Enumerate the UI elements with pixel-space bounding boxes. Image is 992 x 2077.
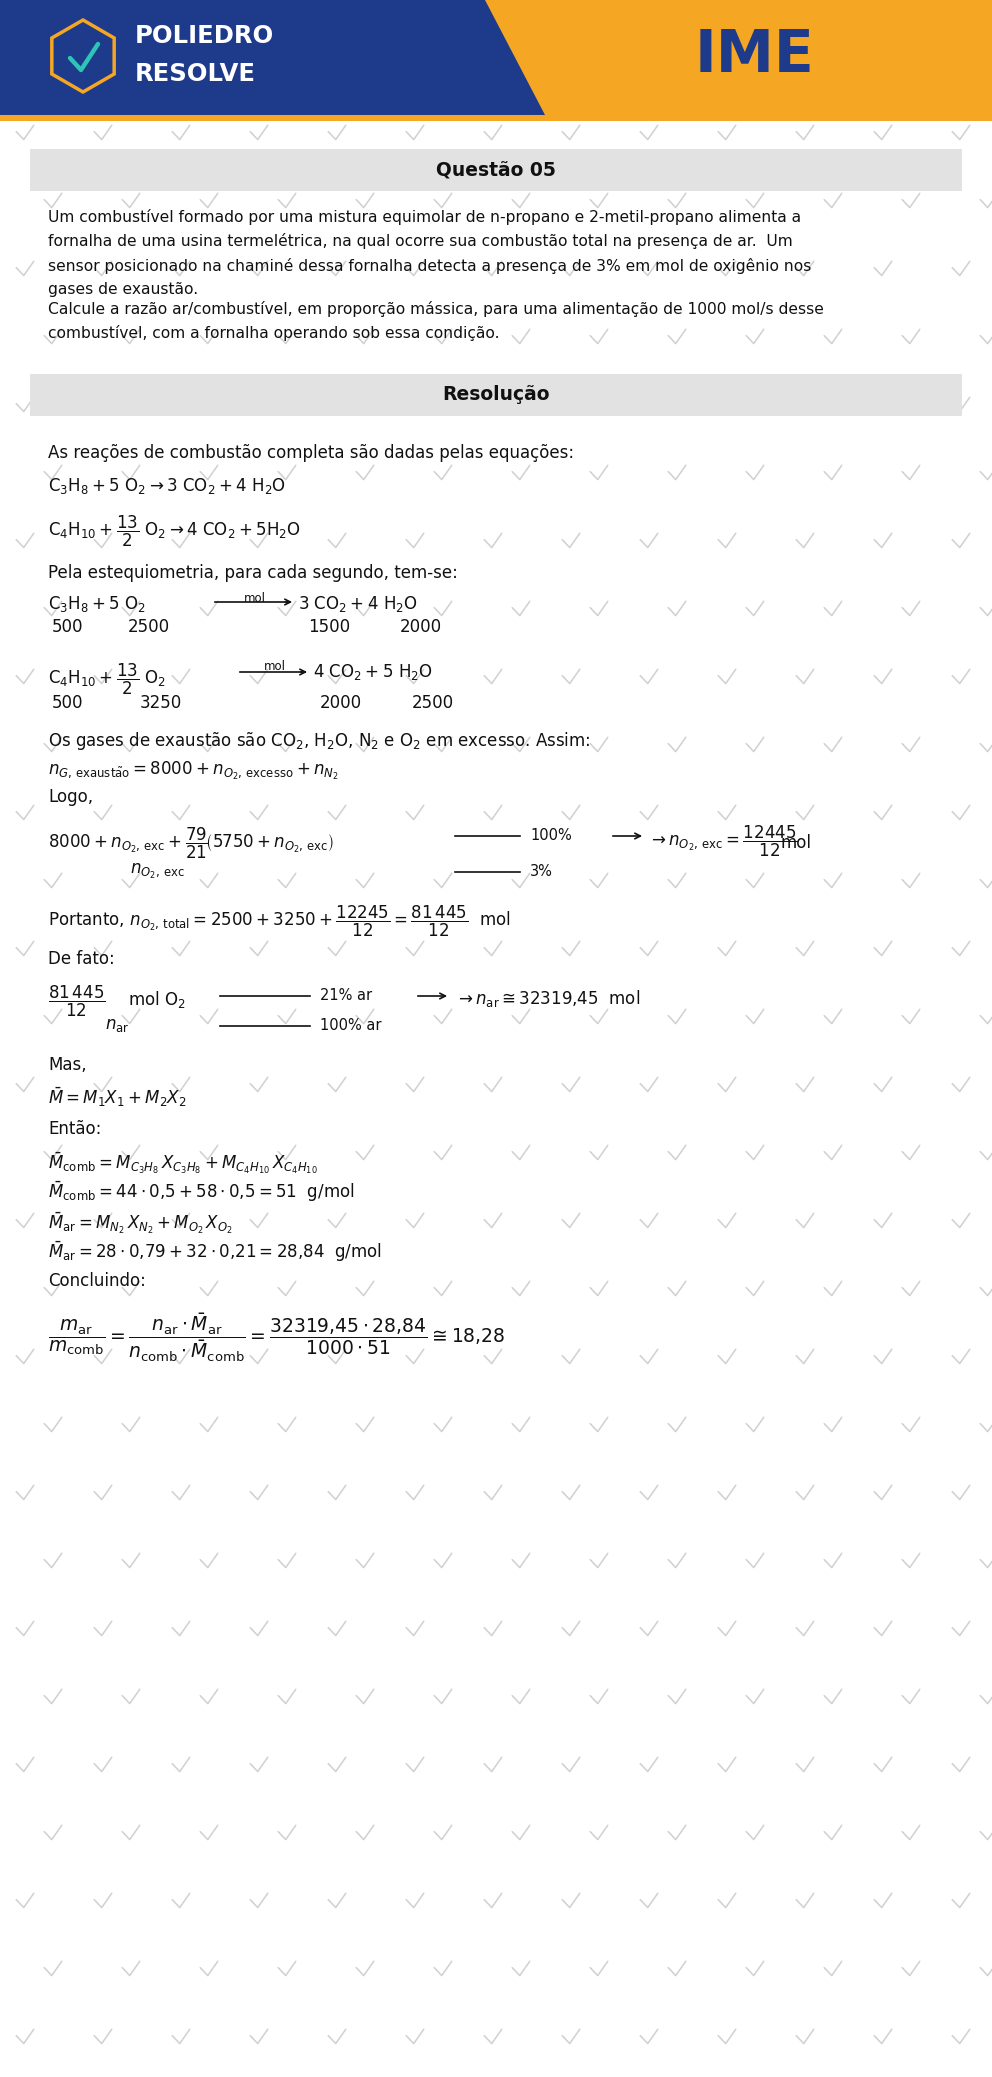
Text: $\mathrm{3\ CO_2 + 4\ H_2O}$: $\mathrm{3\ CO_2 + 4\ H_2O}$ — [298, 594, 418, 615]
Text: mol $\mathrm{O_2}$: mol $\mathrm{O_2}$ — [128, 989, 186, 1009]
Text: $\mathrm{C_4H_{10} + \dfrac{13}{2}\ O_2 \rightarrow 4\ CO_2 + 5H_2O}$: $\mathrm{C_4H_{10} + \dfrac{13}{2}\ O_2 … — [48, 513, 301, 548]
Text: $\bar{M}_{\mathrm{ar}} = M_{N_2}\,X_{N_2} + M_{O_2}\,X_{O_2}$: $\bar{M}_{\mathrm{ar}} = M_{N_2}\,X_{N_2… — [48, 1211, 233, 1236]
Text: De fato:: De fato: — [48, 949, 115, 968]
Text: As reações de combustão completa são dadas pelas equações:: As reações de combustão completa são dad… — [48, 444, 574, 461]
Text: Concluindo:: Concluindo: — [48, 1271, 146, 1290]
Polygon shape — [485, 0, 992, 114]
Text: 2500: 2500 — [128, 619, 170, 636]
Text: 100% ar: 100% ar — [320, 1018, 382, 1032]
Text: 100%: 100% — [530, 829, 571, 843]
FancyBboxPatch shape — [0, 114, 992, 120]
Text: mol: mol — [244, 592, 266, 604]
Text: $\dfrac{81\,445}{12}$: $\dfrac{81\,445}{12}$ — [48, 984, 105, 1020]
Text: mol: mol — [264, 660, 286, 673]
Text: Pela estequiometria, para cada segundo, tem-se:: Pela estequiometria, para cada segundo, … — [48, 565, 458, 582]
Text: Então:: Então: — [48, 1120, 101, 1138]
Text: $\bar{M}_{\mathrm{ar}} = 28 \cdot 0{,}79 + 32 \cdot 0{,}21 = 28{,}84$  g/mol: $\bar{M}_{\mathrm{ar}} = 28 \cdot 0{,}79… — [48, 1240, 382, 1265]
Text: $\mathrm{C_3H_8 + 5\ O_2}$: $\mathrm{C_3H_8 + 5\ O_2}$ — [48, 594, 146, 615]
Text: Os gases de exaustão são $\mathrm{CO_2}$, $\mathrm{H_2O}$, $\mathrm{N_2}$ e $\ma: Os gases de exaustão são $\mathrm{CO_2}$… — [48, 729, 590, 752]
Polygon shape — [0, 0, 555, 114]
Text: 3250: 3250 — [140, 694, 183, 712]
Text: mol: mol — [780, 835, 811, 852]
Text: 2000: 2000 — [320, 694, 362, 712]
FancyBboxPatch shape — [30, 374, 962, 415]
Text: $8000 + n_{O_2,\,\mathrm{exc}} + \dfrac{79}{21}\!\left(5750 + n_{O_2,\,\mathrm{e: $8000 + n_{O_2,\,\mathrm{exc}} + \dfrac{… — [48, 827, 334, 862]
Text: $n_{O_2,\,\mathrm{exc}}$: $n_{O_2,\,\mathrm{exc}}$ — [130, 862, 185, 881]
Text: Um combustível formado por uma mistura equimolar de n-propano e 2-metil-propano : Um combustível formado por uma mistura e… — [48, 210, 811, 297]
Text: 1500: 1500 — [308, 619, 350, 636]
Text: $\rightarrow n_{O_2,\,\mathrm{exc}} = \dfrac{12445}{12}$: $\rightarrow n_{O_2,\,\mathrm{exc}} = \d… — [648, 825, 798, 860]
Text: RESOLVE: RESOLVE — [135, 62, 256, 85]
Text: $\rightarrow n_{\mathrm{ar}} \cong 32319{,}45$  mol: $\rightarrow n_{\mathrm{ar}} \cong 32319… — [455, 989, 640, 1009]
Text: $n_{\mathrm{ar}}$: $n_{\mathrm{ar}}$ — [105, 1016, 129, 1034]
Text: Resolução: Resolução — [442, 386, 550, 405]
Text: $\dfrac{m_{\mathrm{ar}}}{m_{\mathrm{comb}}} = \dfrac{n_{\mathrm{ar}} \cdot \bar{: $\dfrac{m_{\mathrm{ar}}}{m_{\mathrm{comb… — [48, 1313, 505, 1365]
Text: 3%: 3% — [530, 864, 553, 879]
Text: $\mathrm{C_4H_{10} + \dfrac{13}{2}\ O_2}$: $\mathrm{C_4H_{10} + \dfrac{13}{2}\ O_2}… — [48, 663, 167, 698]
FancyBboxPatch shape — [30, 150, 962, 191]
Text: POLIEDRO: POLIEDRO — [135, 25, 274, 48]
Text: $\bar{M}_{\mathrm{comb}} = M_{C_3H_8}\,X_{C_3H_8} + M_{C_4H_{10}}\,X_{C_4H_{10}}: $\bar{M}_{\mathrm{comb}} = M_{C_3H_8}\,X… — [48, 1151, 317, 1176]
Text: Logo,: Logo, — [48, 787, 93, 806]
Text: 21% ar: 21% ar — [320, 989, 372, 1003]
Text: Portanto, $n_{O_2,\,\mathrm{total}} = 2500 + 3250 + \dfrac{12245}{12} = \dfrac{8: Portanto, $n_{O_2,\,\mathrm{total}} = 25… — [48, 903, 511, 939]
Text: IME: IME — [695, 27, 814, 83]
Text: Questão 05: Questão 05 — [436, 160, 556, 179]
Text: Calcule a razão ar/combustível, em proporção mássica, para uma alimentação de 10: Calcule a razão ar/combustível, em propo… — [48, 301, 824, 341]
Text: $\bar{M}_{\mathrm{comb}} = 44 \cdot 0{,}5 + 58 \cdot 0{,}5 = 51$  g/mol: $\bar{M}_{\mathrm{comb}} = 44 \cdot 0{,}… — [48, 1180, 354, 1205]
Text: 500: 500 — [52, 694, 83, 712]
Text: $\mathrm{C_3H_8 + 5\ O_2 \rightarrow 3\ CO_2 + 4\ H_2O}$: $\mathrm{C_3H_8 + 5\ O_2 \rightarrow 3\ … — [48, 476, 286, 496]
Text: $n_{G,\,\mathrm{exaust\tilde{a}o}} = 8000 + n_{O_2,\,\mathrm{excesso}} + n_{N_2}: $n_{G,\,\mathrm{exaust\tilde{a}o}} = 800… — [48, 760, 339, 783]
Text: $\bar{M} = M_1 X_1 + M_2 X_2$: $\bar{M} = M_1 X_1 + M_2 X_2$ — [48, 1086, 186, 1109]
Text: 2000: 2000 — [400, 619, 442, 636]
Text: Mas,: Mas, — [48, 1055, 86, 1074]
Text: 2500: 2500 — [412, 694, 454, 712]
Text: 500: 500 — [52, 619, 83, 636]
Text: $\mathrm{4\ CO_2 + 5\ H_2O}$: $\mathrm{4\ CO_2 + 5\ H_2O}$ — [313, 663, 433, 681]
